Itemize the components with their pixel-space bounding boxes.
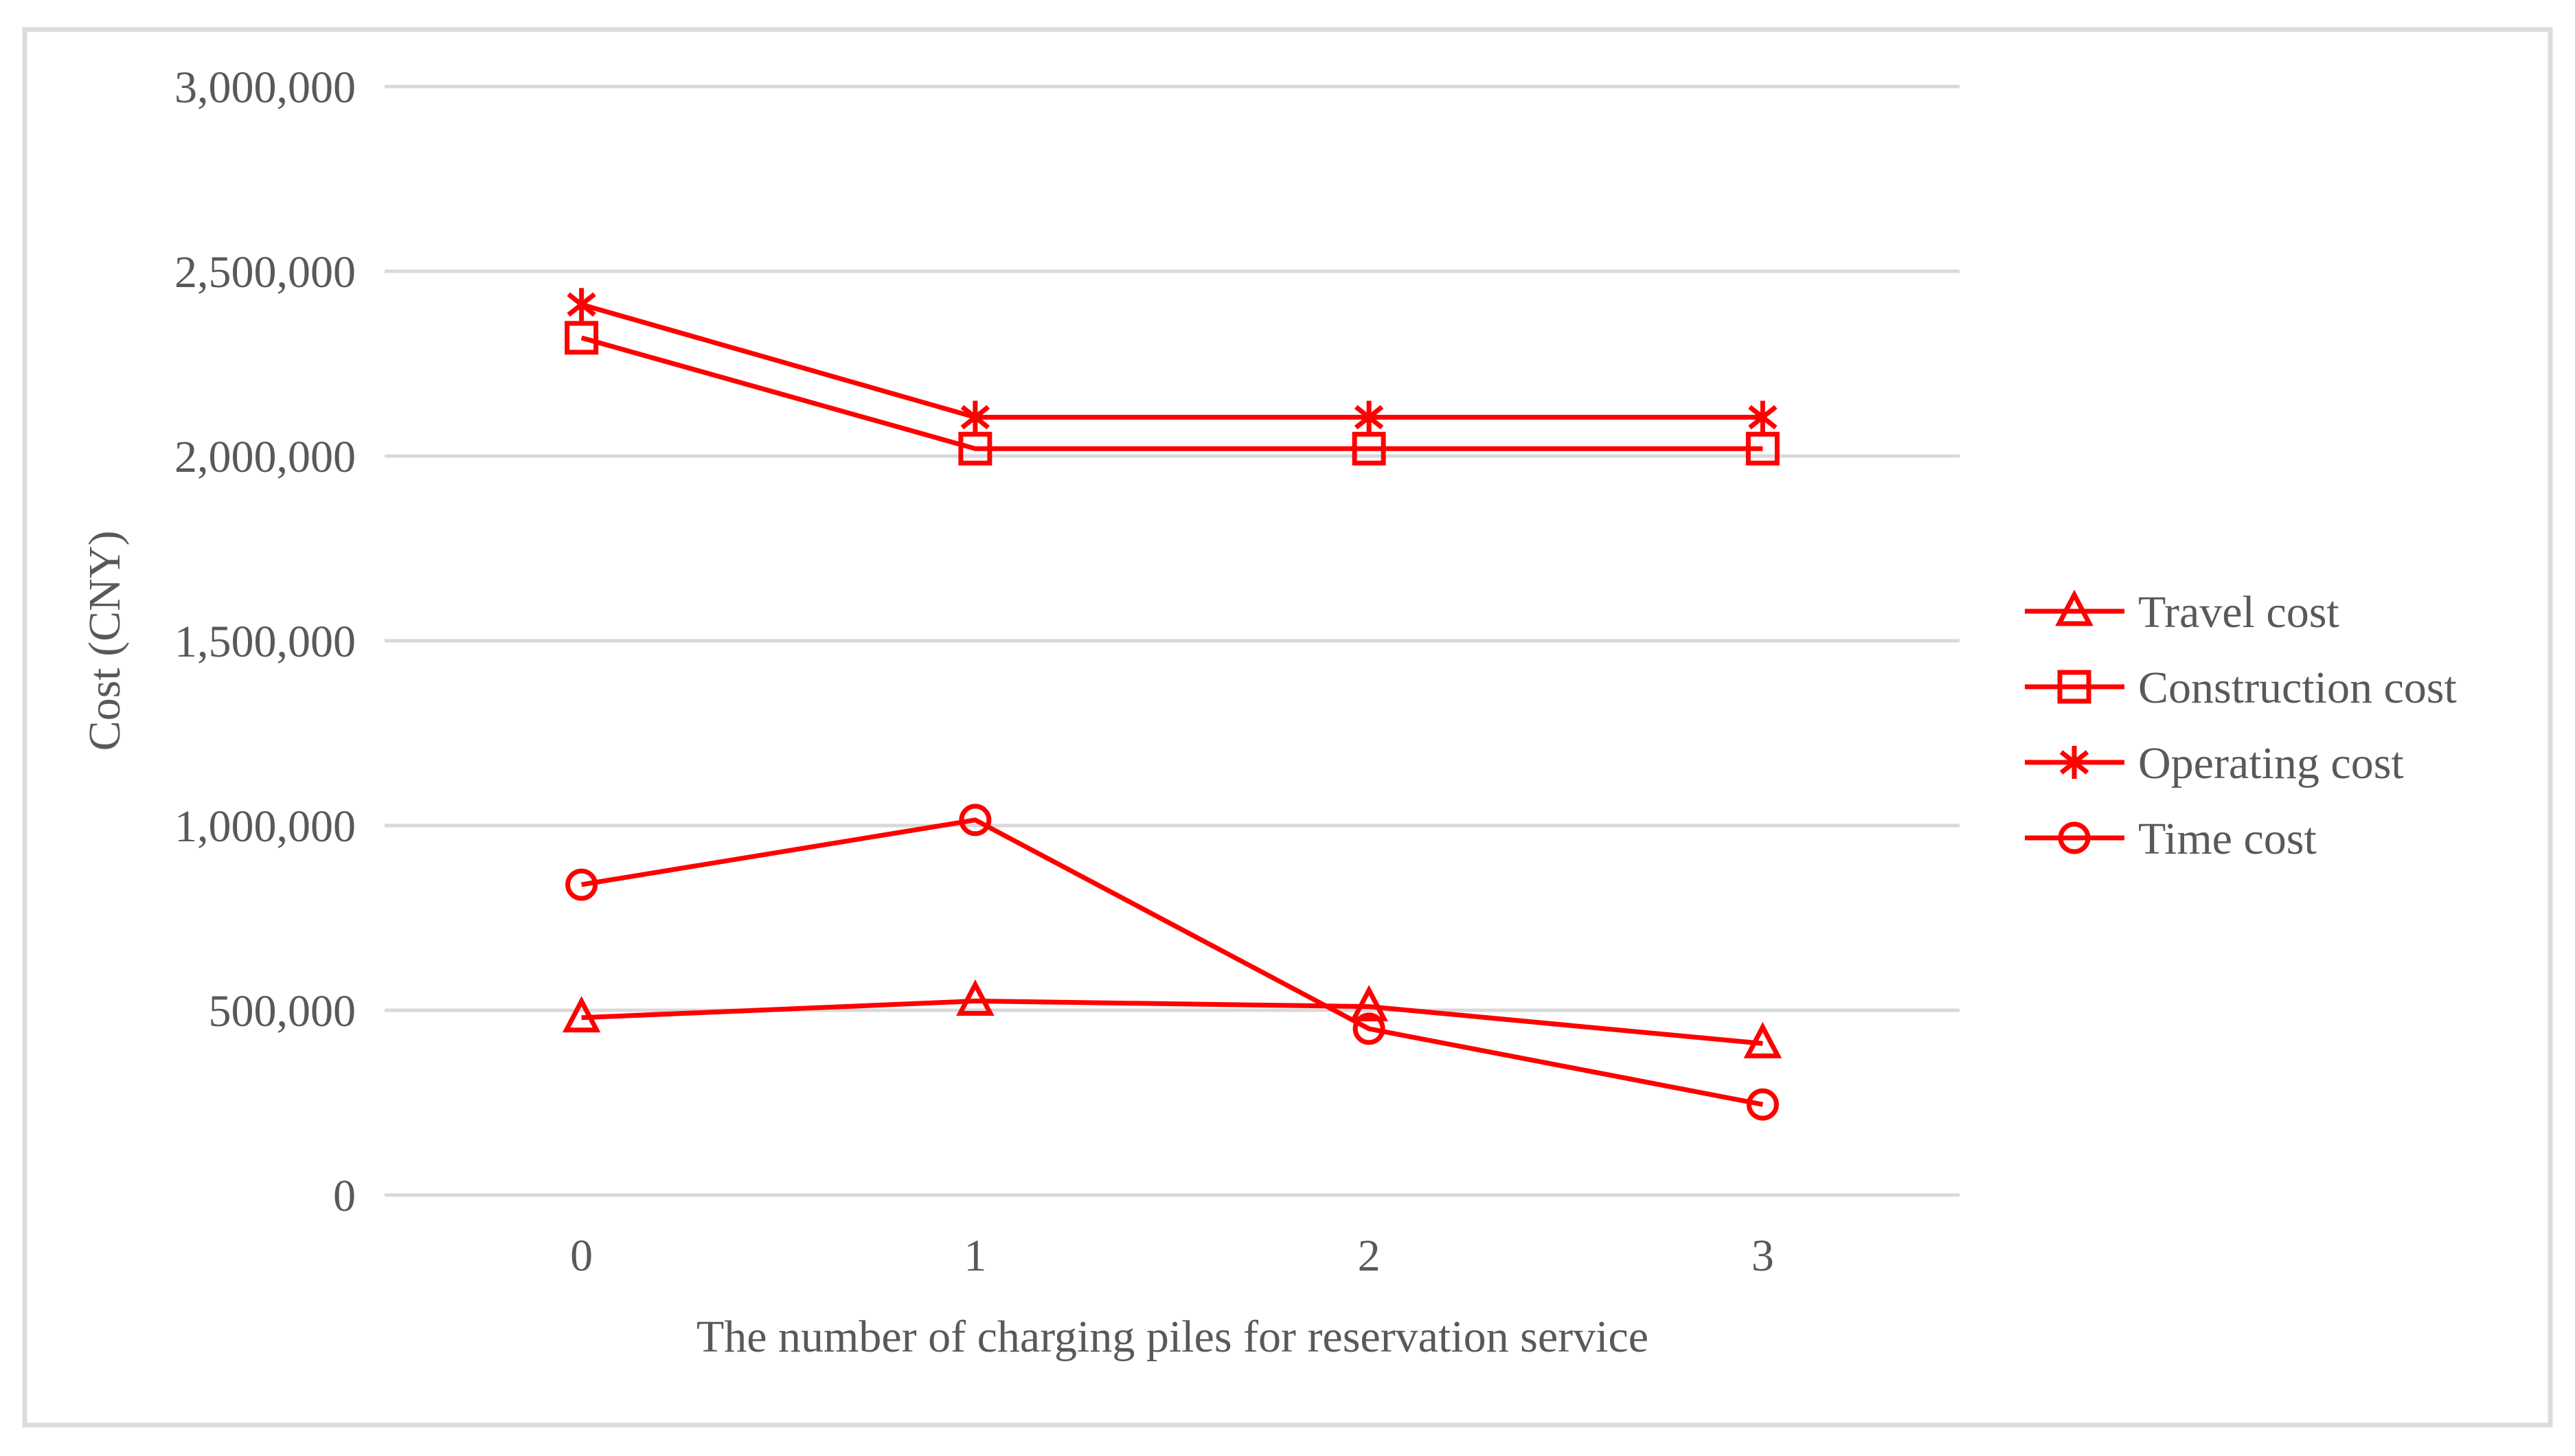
marker-time-cost-2	[1352, 1012, 1385, 1045]
series-line-operating-cost	[580, 302, 1763, 420]
legend-item-time-cost: Time cost	[2025, 814, 2317, 864]
marker-travel-cost-1	[956, 979, 995, 1016]
y-tick-label-500000: 500,000	[209, 986, 356, 1036]
marker-operating-cost-2	[1354, 405, 1384, 430]
legend-item-operating-cost: Operating cost	[2025, 738, 2404, 788]
legend-marker-triangle-icon	[2055, 589, 2094, 626]
legend-label-construction-cost: Construction cost	[2138, 663, 2457, 713]
marker-construction-cost-0	[565, 321, 599, 355]
marker-construction-cost-3	[1745, 431, 1780, 466]
marker-construction-cost-2	[1352, 431, 1386, 466]
marker-time-cost-0	[565, 868, 598, 901]
legend-label-operating-cost: Operating cost	[2138, 738, 2404, 788]
y-tick-label-3000000: 3,000,000	[174, 62, 356, 113]
marker-travel-cost-2	[1350, 985, 1388, 1022]
series-line-time-cost	[581, 817, 1764, 1107]
figure-border	[22, 27, 2553, 1428]
x-tick-label-3: 3	[1751, 1231, 1774, 1281]
series-line-construction-cost	[580, 335, 1763, 451]
y-tick-label-2000000: 2,000,000	[174, 432, 356, 482]
marker-operating-cost-3	[1748, 405, 1778, 430]
marker-operating-cost-0	[567, 292, 596, 317]
marker-travel-cost-3	[1743, 1021, 1782, 1058]
y-tick-label-1000000: 1,000,000	[174, 801, 356, 852]
y-tick-label-1500000: 1,500,000	[174, 617, 356, 667]
legend-label-time-cost: Time cost	[2138, 814, 2317, 864]
legend-item-travel-cost: Travel cost	[2025, 587, 2339, 637]
y-tick-label-2500000: 2,500,000	[174, 247, 356, 297]
series-line-travel-cost	[581, 999, 1763, 1046]
legend-marker-circle-icon	[2058, 821, 2091, 854]
x-tick-label-2: 2	[1358, 1231, 1381, 1281]
marker-time-cost-1	[959, 804, 992, 837]
x-tick-label-1: 1	[964, 1231, 986, 1281]
legend-marker-square-icon	[2057, 670, 2091, 704]
y-tick-label-0: 0	[333, 1171, 356, 1221]
marker-construction-cost-1	[958, 431, 992, 466]
y-axis-title: Cost (CNY)	[80, 531, 130, 751]
x-tick-label-0: 0	[570, 1231, 593, 1281]
marker-operating-cost-1	[960, 405, 990, 430]
marker-travel-cost-0	[562, 996, 601, 1033]
legend-marker-star-icon	[2059, 750, 2089, 775]
marker-time-cost-3	[1746, 1088, 1779, 1121]
x-axis-title: The number of charging piles for reserva…	[696, 1312, 1648, 1362]
legend-item-construction-cost: Construction cost	[2025, 663, 2457, 713]
legend-label-travel-cost: Travel cost	[2138, 587, 2339, 637]
